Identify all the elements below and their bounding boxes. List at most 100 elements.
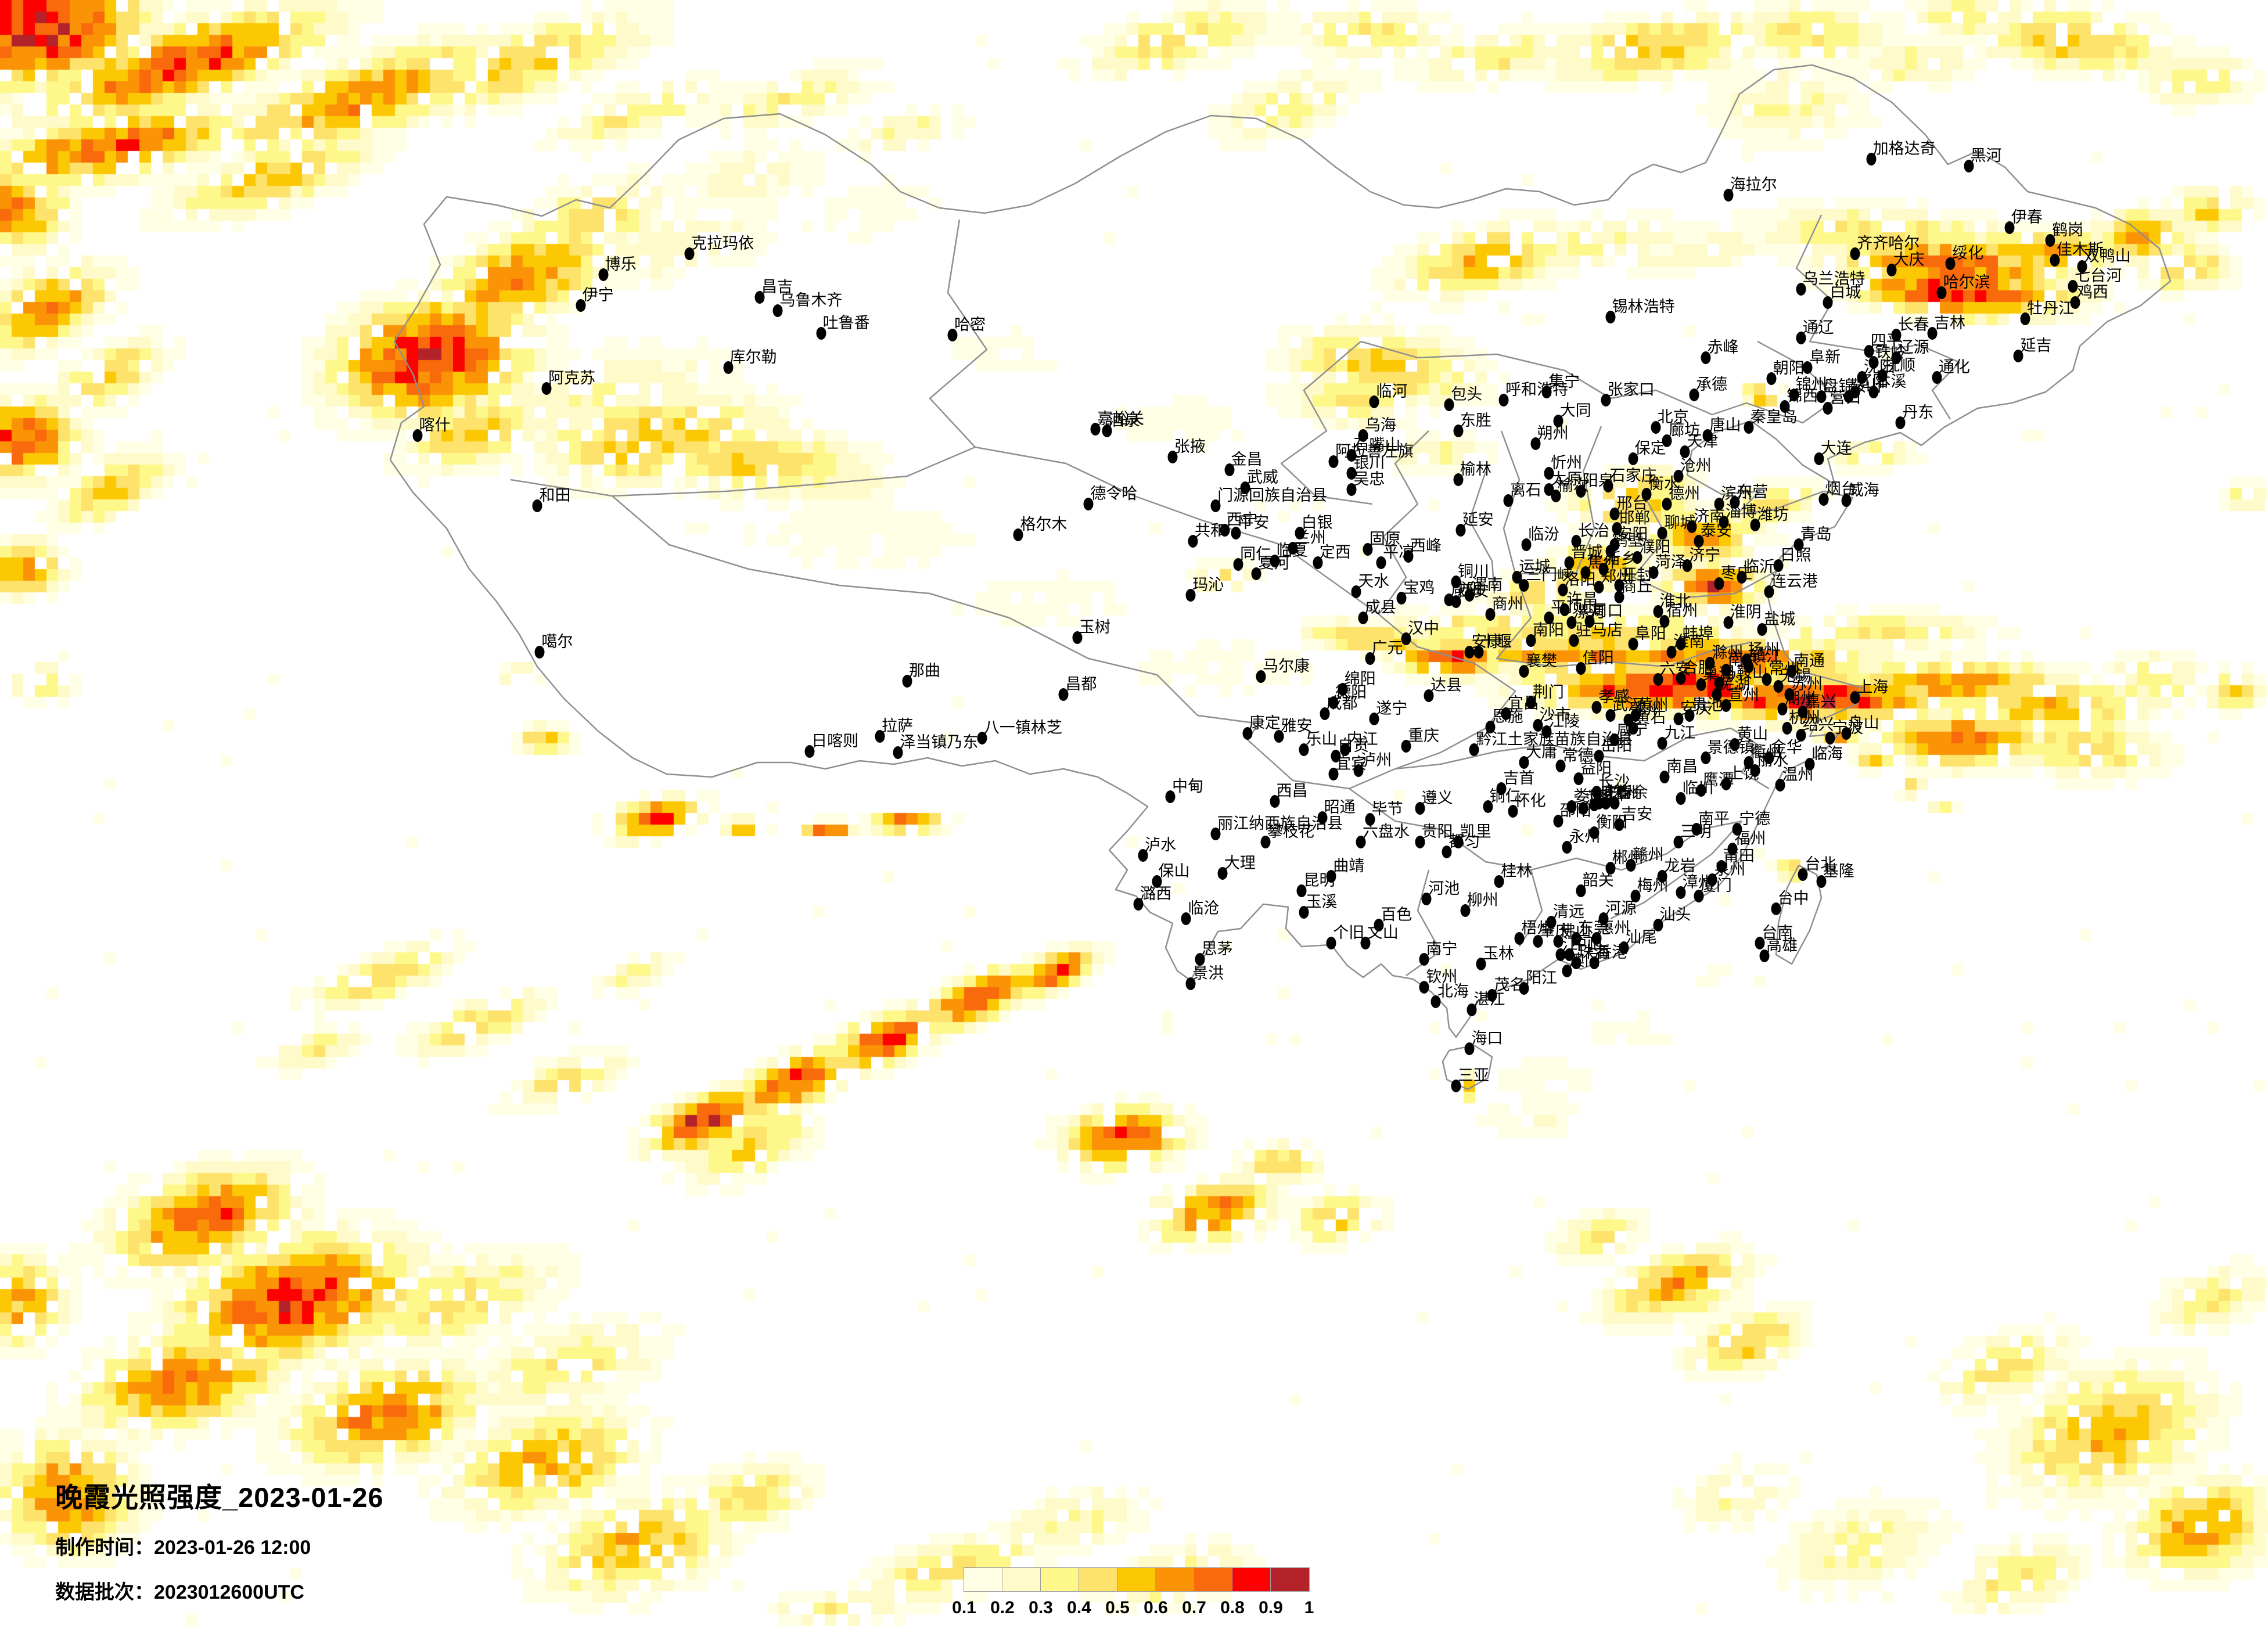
station-dot: [1787, 665, 1797, 678]
station-dot: [1562, 840, 1572, 854]
station-label: 铁岭: [1875, 343, 1907, 361]
station-label: 益阳: [1580, 760, 1612, 778]
station-dot: [1188, 535, 1198, 548]
station-dot: [1401, 632, 1411, 646]
station-dot: [1591, 931, 1602, 945]
station-dot: [1716, 860, 1727, 873]
station-label: 南阳: [1532, 621, 1564, 639]
station-label: 银川: [1353, 454, 1385, 472]
station-dot: [1796, 332, 1806, 345]
station-dot: [977, 732, 987, 745]
province-border-line: [1500, 426, 1602, 575]
station-label: 绥化: [1952, 244, 1984, 262]
station-dot: [1313, 556, 1323, 569]
station-dot: [1508, 805, 1518, 818]
station-dot: [1702, 429, 1713, 443]
station-label: 马鞍山: [1720, 663, 1768, 681]
station-label: 吐鲁番: [822, 314, 870, 332]
station-dot: [1591, 701, 1602, 714]
station-dot: [1564, 948, 1575, 961]
station-label: 郴州: [1612, 849, 1644, 867]
station-label: 江陵: [1548, 712, 1580, 730]
station-label: 贵阳: [1421, 823, 1453, 841]
station-label: 临川: [1682, 779, 1714, 797]
station-label: 南通: [1793, 652, 1825, 670]
station-dot: [1473, 645, 1484, 659]
station-label: 都匀: [1448, 833, 1480, 851]
station-dot: [1299, 905, 1309, 919]
station-label: 淮阴: [1730, 603, 1762, 621]
station-dot: [1519, 665, 1529, 678]
station-dot: [1328, 767, 1339, 780]
province-border-line: [1360, 340, 1713, 416]
station-dot: [1628, 452, 1638, 465]
station-label: 阿克苏: [548, 369, 596, 387]
station-dot: [1360, 937, 1371, 949]
station-dot: [412, 429, 423, 443]
station-dot: [772, 304, 783, 317]
station-label: 临汾: [1528, 525, 1560, 543]
station-label: 周口: [1591, 602, 1623, 620]
station-dot: [1260, 836, 1271, 849]
province-border-line: [1394, 727, 1731, 770]
station-dot: [1299, 743, 1309, 756]
station-dot: [1777, 702, 1788, 715]
station-label: 平安: [1238, 514, 1270, 532]
station-label: 连云港: [1770, 573, 1818, 591]
station-dot: [1601, 393, 1611, 406]
station-label: 杭州: [1789, 709, 1821, 727]
produced-time-value: 2023-01-26 12:00: [154, 1537, 311, 1559]
station-label: 沙市: [1539, 706, 1571, 724]
station-dot: [1485, 608, 1496, 621]
station-dot: [1167, 450, 1178, 463]
station-dot: [1891, 328, 1902, 341]
chart-title: 晚霞光照强度_2023-01-26: [55, 1482, 384, 1513]
station-label: 惠州: [1598, 919, 1630, 937]
station-label: 吴忠: [1353, 470, 1385, 488]
station-label: 邢台: [1616, 494, 1648, 512]
station-label: 延安: [1462, 510, 1494, 528]
station-dot: [1653, 605, 1663, 618]
station-dot: [1868, 356, 1879, 369]
station-label: 新乡: [1605, 549, 1637, 567]
legend-tick-label: 0.2: [990, 1598, 1015, 1617]
station-dot: [1694, 889, 1704, 902]
station-dot: [1850, 691, 1860, 704]
data-batch-value: 2023012600UTC: [154, 1581, 304, 1603]
station-dot: [1936, 286, 1947, 299]
station-label: 齐齐哈尔: [1857, 234, 1920, 252]
station-label: 凯里: [1460, 823, 1491, 841]
station-dot: [1825, 732, 1835, 745]
station-label: 开封: [1621, 566, 1653, 584]
station-label: 玉树: [1079, 618, 1110, 636]
station-dot: [1755, 937, 1765, 949]
station-dot: [1605, 545, 1616, 558]
station-label: 玉林: [1482, 945, 1514, 963]
station-label: 白银: [1301, 514, 1333, 532]
station-label: 马尔康: [1263, 657, 1310, 675]
station-label: 新余: [1616, 784, 1648, 802]
station-dot: [1841, 494, 1852, 508]
station-dot: [1659, 771, 1670, 784]
station-dot: [1598, 912, 1609, 925]
station-dot: [1396, 592, 1407, 605]
station-label: 清远: [1553, 902, 1585, 920]
station-dot: [1351, 585, 1361, 599]
station-dot: [1442, 846, 1452, 859]
station-dot: [1346, 466, 1357, 480]
station-dot: [1594, 580, 1604, 593]
station-dot: [1270, 555, 1280, 567]
country-outline: [389, 64, 2172, 1038]
station-dot: [1714, 577, 1724, 591]
station-dot: [1694, 535, 1704, 548]
station-dot: [2020, 312, 2030, 325]
station-label: 三门峡: [1526, 566, 1573, 584]
station-dot: [1571, 535, 1582, 548]
station-label: 阜阳: [1634, 624, 1666, 642]
legend-tick-label: 1: [1304, 1598, 1314, 1617]
station-dot: [1573, 772, 1584, 786]
station-label: 共和: [1195, 522, 1227, 540]
station-dot: [1185, 977, 1196, 990]
station-dot: [1090, 423, 1101, 436]
